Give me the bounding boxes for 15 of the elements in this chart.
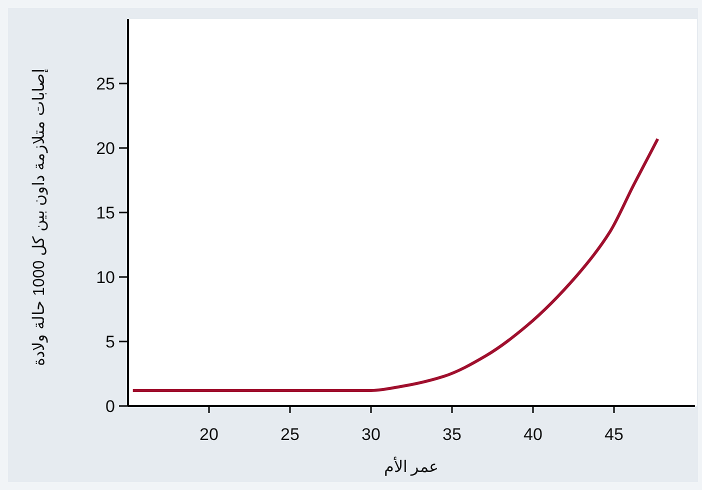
- x-tick-label: 35: [442, 425, 462, 444]
- x-tick-label: 20: [200, 425, 218, 444]
- y-tick-label: 20: [96, 139, 115, 158]
- y-axis-title: إصابات متلازمة داون بين كل 1000 حالة ولادة: [31, 69, 48, 366]
- y-tick-label: 25: [96, 74, 115, 94]
- y-tick-label: 10: [96, 268, 115, 287]
- x-axis-title: عمر الأم: [384, 457, 440, 476]
- x-tick-label: 30: [362, 425, 380, 444]
- x-tick-label: 45: [604, 425, 624, 444]
- y-tick-label: 5: [106, 332, 115, 352]
- line-series: [131, 137, 660, 392]
- y-tick-label: 15: [96, 204, 115, 222]
- y-tick-label: 0: [106, 397, 115, 416]
- x-tick-label: 40: [524, 425, 542, 444]
- x-tick-label: 25: [280, 425, 300, 444]
